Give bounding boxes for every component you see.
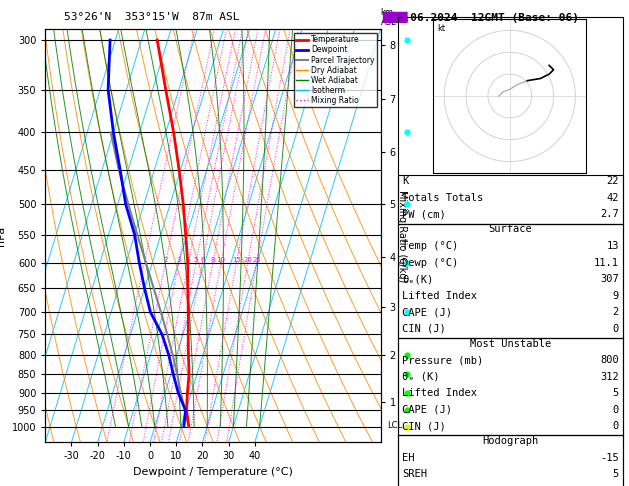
- Text: Most Unstable: Most Unstable: [470, 339, 551, 348]
- Text: 11.1: 11.1: [594, 258, 619, 267]
- Text: 9: 9: [613, 291, 619, 300]
- Y-axis label: Mixing Ratio (g/kg): Mixing Ratio (g/kg): [397, 190, 407, 282]
- Text: Surface: Surface: [489, 225, 532, 234]
- Text: CIN (J): CIN (J): [402, 324, 446, 333]
- Text: 1: 1: [142, 257, 147, 262]
- Text: 53°26'N  353°15'W  87m ASL: 53°26'N 353°15'W 87m ASL: [64, 12, 240, 22]
- Text: 42: 42: [606, 193, 619, 203]
- Text: K: K: [402, 176, 408, 187]
- Text: 03.06.2024  12GMT (Base: 06): 03.06.2024 12GMT (Base: 06): [390, 13, 579, 23]
- Text: Lifted Index: Lifted Index: [402, 291, 477, 300]
- Text: 800: 800: [600, 355, 619, 365]
- Text: -15: -15: [600, 453, 619, 463]
- Text: 13: 13: [606, 241, 619, 251]
- Text: 4: 4: [186, 257, 191, 262]
- Text: θₑ(K): θₑ(K): [402, 274, 433, 284]
- Text: 3: 3: [177, 257, 181, 262]
- Text: 2: 2: [164, 257, 168, 262]
- Text: CAPE (J): CAPE (J): [402, 405, 452, 415]
- Text: EH: EH: [402, 453, 415, 463]
- Text: 0: 0: [613, 405, 619, 415]
- Text: 5: 5: [613, 469, 619, 479]
- Text: 0: 0: [613, 421, 619, 431]
- Text: Totals Totals: Totals Totals: [402, 193, 483, 203]
- Text: 312: 312: [600, 372, 619, 382]
- Text: 2: 2: [613, 307, 619, 317]
- Text: Hodograph: Hodograph: [482, 436, 538, 446]
- Text: ███: ███: [382, 11, 408, 23]
- Text: Lifted Index: Lifted Index: [402, 388, 477, 398]
- X-axis label: Dewpoint / Temperature (°C): Dewpoint / Temperature (°C): [133, 467, 293, 477]
- Text: 0: 0: [613, 324, 619, 333]
- Text: 8: 8: [211, 257, 215, 262]
- Text: CIN (J): CIN (J): [402, 421, 446, 431]
- Text: 307: 307: [600, 274, 619, 284]
- Text: 5: 5: [613, 388, 619, 398]
- Text: CAPE (J): CAPE (J): [402, 307, 452, 317]
- Text: Temp (°C): Temp (°C): [402, 241, 458, 251]
- Text: 22: 22: [606, 176, 619, 187]
- Text: 2.7: 2.7: [600, 209, 619, 220]
- Y-axis label: hPa: hPa: [0, 226, 6, 246]
- Text: θₑ (K): θₑ (K): [402, 372, 440, 382]
- Text: kt: kt: [438, 24, 446, 33]
- Text: Pressure (mb): Pressure (mb): [402, 355, 483, 365]
- Text: PW (cm): PW (cm): [402, 209, 446, 220]
- Legend: Temperature, Dewpoint, Parcel Trajectory, Dry Adiabat, Wet Adiabat, Isotherm, Mi: Temperature, Dewpoint, Parcel Trajectory…: [294, 33, 377, 107]
- Text: 5: 5: [194, 257, 198, 262]
- Text: Dewp (°C): Dewp (°C): [402, 258, 458, 267]
- Text: km
ASL: km ASL: [381, 8, 396, 27]
- Text: 10: 10: [216, 257, 226, 262]
- Text: 15: 15: [232, 257, 241, 262]
- Text: 20: 20: [243, 257, 252, 262]
- Text: 6: 6: [200, 257, 204, 262]
- Text: LCL: LCL: [387, 421, 403, 431]
- Text: SREH: SREH: [402, 469, 427, 479]
- Text: 25: 25: [252, 257, 261, 262]
